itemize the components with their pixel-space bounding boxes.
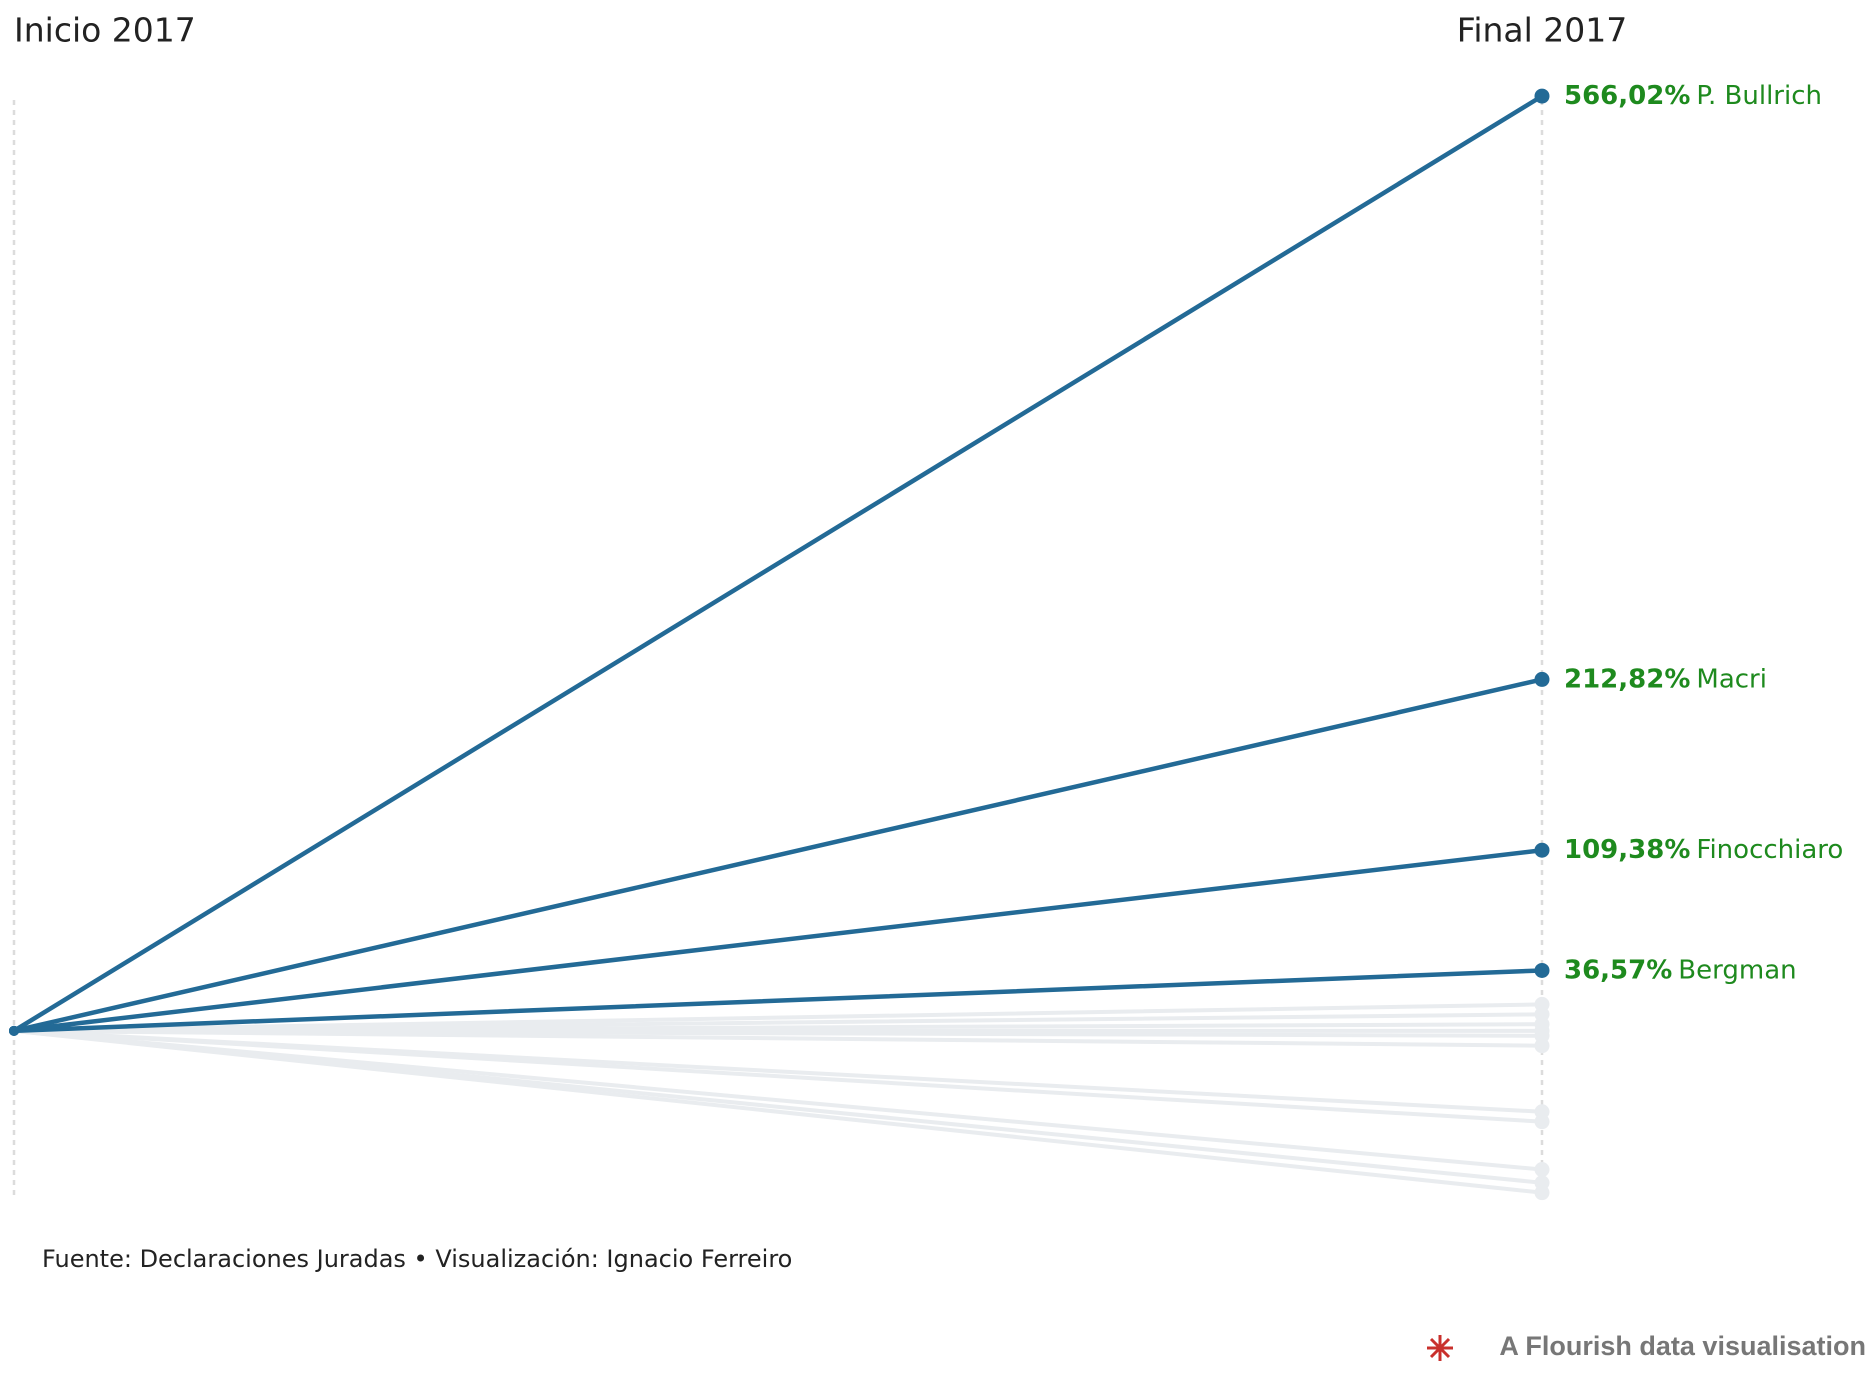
source-note: Fuente: Declaraciones Juradas • Visualiz…	[42, 1245, 792, 1273]
value-label: 109,38%	[1564, 835, 1690, 865]
slope-line	[11, 677, 1545, 1034]
series-label: 566,02% P. Bullrich	[1564, 81, 1822, 111]
end-point	[1534, 962, 1550, 978]
credit: A Flourish data visualisation	[1499, 1331, 1866, 1361]
end-point	[1534, 88, 1550, 104]
slope-line	[11, 968, 1545, 1034]
series-label: 109,38% Finocchiaro	[1564, 835, 1843, 865]
slope-line	[12, 1002, 1544, 1033]
column-header: Final 2017	[1457, 11, 1628, 50]
series-name: Finocchiaro	[1696, 835, 1843, 865]
value-label: 212,82%	[1564, 664, 1690, 694]
value-label: 566,02%	[1564, 81, 1690, 111]
end-point	[1534, 1175, 1550, 1191]
end-point	[1534, 1162, 1550, 1178]
slope-line	[11, 847, 1545, 1034]
end-point	[1534, 996, 1550, 1012]
flourish-logo	[1427, 1335, 1453, 1361]
end-point	[1534, 842, 1550, 858]
end-point	[1534, 1104, 1550, 1120]
series-name: Macri	[1696, 664, 1767, 694]
value-label: 36,57%	[1564, 955, 1672, 985]
end-point	[1534, 671, 1550, 687]
slope-line	[12, 1028, 1544, 1172]
series-name: Bergman	[1678, 955, 1796, 985]
slope-line	[12, 1028, 1544, 1114]
series-label: 212,82% Macri	[1564, 664, 1767, 694]
column-header: Inicio 2017	[14, 11, 196, 50]
slope-line	[11, 93, 1545, 1034]
slope-line	[12, 1028, 1544, 1185]
end-point	[9, 1025, 19, 1036]
series-name: P. Bullrich	[1696, 81, 1822, 111]
series-label: 36,57% Bergman	[1564, 955, 1797, 985]
